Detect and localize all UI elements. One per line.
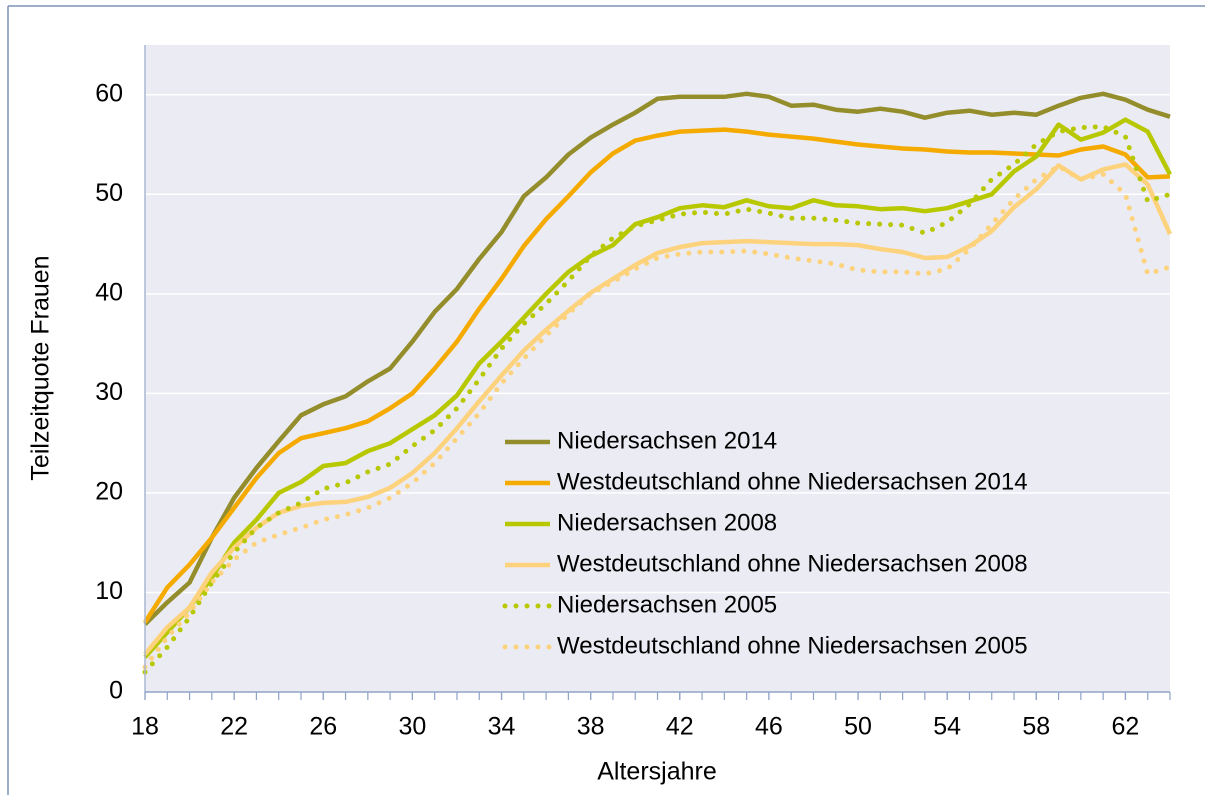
y-tick-label: 20 — [95, 478, 123, 506]
legend-label: Westdeutschland ohne Niedersachsen 2014 — [557, 468, 1028, 495]
y-tick-label: 30 — [95, 378, 123, 406]
x-tick-label: 18 — [131, 713, 159, 741]
x-tick-label: 42 — [666, 713, 694, 741]
x-tick-label: 26 — [309, 713, 337, 741]
series-line — [143, 127, 1171, 624]
x-axis-title: Altersjahre — [597, 758, 717, 786]
x-tick-label: 38 — [577, 713, 605, 741]
y-tick-label: 40 — [95, 278, 123, 306]
x-tick-label: 30 — [398, 713, 426, 741]
y-tick-label: 10 — [95, 577, 123, 605]
y-tick-label: 60 — [95, 79, 123, 107]
legend-label: Niedersachsen 2014 — [557, 427, 777, 454]
series-line — [143, 117, 1172, 659]
x-tick-label: 50 — [844, 713, 872, 741]
legend-label: Niedersachsen 2005 — [557, 591, 777, 618]
y-tick-label: 0 — [109, 677, 123, 705]
x-tick-label: 22 — [220, 713, 248, 741]
legend-label: Westdeutschland ohne Niedersachsen 2005 — [557, 632, 1028, 659]
axes: 0 10 20 30 40 50 60 18 22 26 30 34 38 42 46 50 54 58 62 — [95, 45, 1171, 741]
x-tick-label: 34 — [488, 713, 516, 741]
series-line — [143, 91, 1171, 626]
y-tick-label: 50 — [95, 179, 123, 207]
x-tick-label: 46 — [755, 713, 783, 741]
legend-label: Westdeutschland ohne Niedersachsen 2008 — [557, 550, 1028, 577]
series-line — [143, 162, 1173, 656]
series-line — [142, 124, 1173, 675]
y-axis-title: Teilzeitquote Frauen — [27, 255, 55, 480]
lines — [142, 91, 1173, 675]
legend: Niedersachsen 2014 Westdeutschland ohne N… — [502, 427, 1028, 659]
x-tick-label: 58 — [1022, 713, 1050, 741]
x-tick-label: 54 — [933, 713, 961, 741]
series-line — [142, 163, 1173, 670]
legend-label: Niedersachsen 2008 — [557, 509, 777, 536]
x-tick-label: 62 — [1112, 713, 1140, 741]
